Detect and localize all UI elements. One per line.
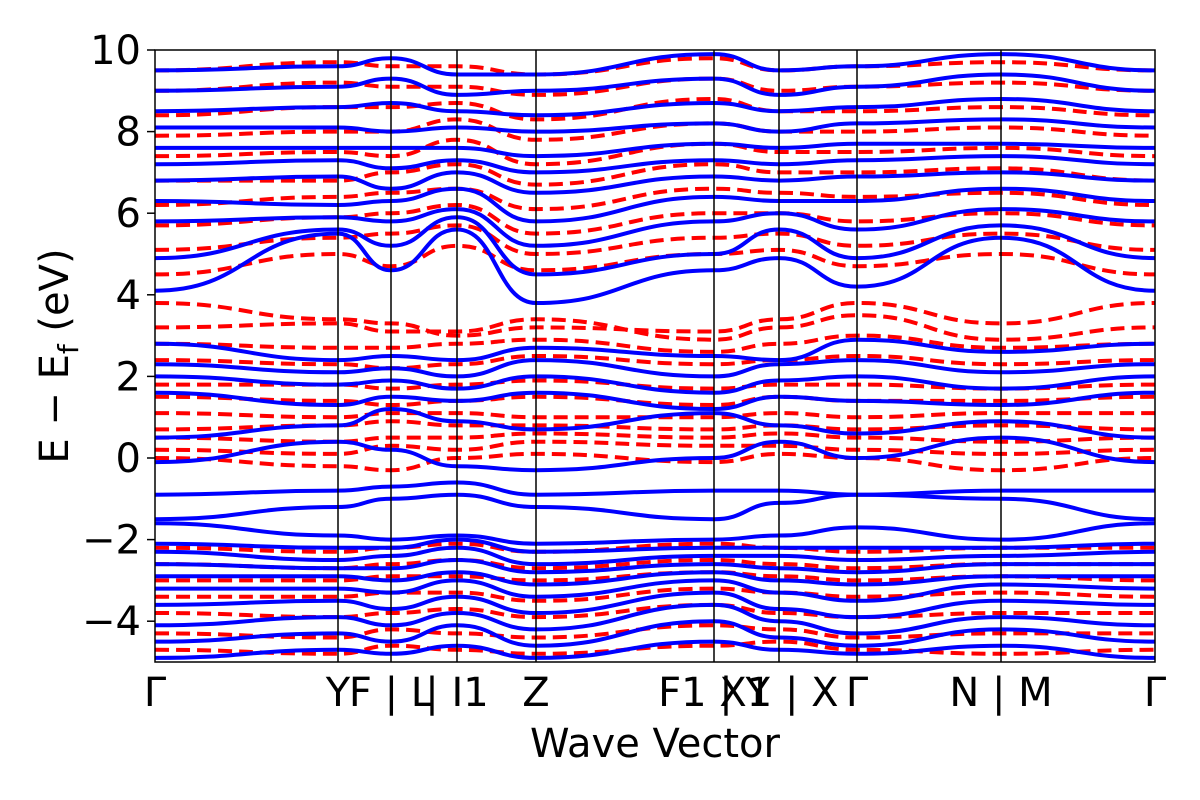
high-symmetry-lines <box>337 50 1002 662</box>
spin-up-band <box>155 435 1155 473</box>
y-tick-label: 8 <box>116 110 141 156</box>
spin-up-band <box>155 170 1155 195</box>
x-tick-label: Y <box>325 670 351 716</box>
x-axis-title: Wave Vector <box>530 721 781 767</box>
y-tick-label: −2 <box>82 518 141 564</box>
spin-down-band <box>155 186 1155 212</box>
spin-up-band <box>155 545 1155 567</box>
spin-up-bands <box>155 52 1155 660</box>
y-tick-label: 6 <box>116 191 141 237</box>
spin-up-band <box>155 390 1155 412</box>
y-tick-label: 2 <box>116 354 141 400</box>
x-tick-label: Γ <box>846 670 869 716</box>
spin-up-band <box>155 619 1155 648</box>
spin-up-band <box>155 480 1155 497</box>
spin-up-band <box>155 207 1155 248</box>
plot-frame <box>154 49 1156 663</box>
spin-down-band <box>155 117 1155 142</box>
spin-up-band <box>155 570 1155 587</box>
spin-up-band <box>155 186 1155 224</box>
spin-down-band <box>155 353 1155 371</box>
spin-down-band <box>155 439 1155 456</box>
spin-down-band <box>155 300 1155 338</box>
x-tick-label: F1 | Y <box>658 670 770 716</box>
spin-up-band <box>155 154 1155 175</box>
spin-up-band <box>155 117 1155 134</box>
spin-down-band <box>155 333 1155 354</box>
spin-down-band <box>155 419 1155 432</box>
y-tick-label: 10 <box>90 28 141 74</box>
spin-down-band <box>155 313 1155 342</box>
x-tick-label: N | M <box>949 670 1052 716</box>
spin-down-bands <box>155 56 1155 656</box>
x-tick-label: Z <box>522 670 549 716</box>
spin-up-band <box>155 374 1155 395</box>
spin-up-band <box>155 521 1155 546</box>
spin-up-band <box>155 358 1155 379</box>
y-axis-ticks: −4 −2 0 2 4 6 8 10 <box>82 28 155 645</box>
spin-up-band <box>155 602 1155 636</box>
x-tick-label: X1 | X <box>719 670 838 716</box>
y-tick-label: 4 <box>116 273 141 319</box>
spin-up-band <box>155 337 1155 363</box>
x-tick-label: F | L <box>349 670 434 716</box>
y-tick-label: 0 <box>116 436 141 482</box>
y-axis-title-main: E − E <box>32 354 78 464</box>
spin-up-band <box>155 492 1155 522</box>
x-tick-label: | I1 <box>425 670 488 716</box>
spin-up-band <box>155 590 1155 620</box>
spin-up-band <box>155 141 1155 159</box>
spin-up-band <box>155 406 1155 440</box>
spin-up-band <box>155 72 1155 97</box>
y-axis-title-sub: f <box>52 343 85 354</box>
x-tick-label: Γ <box>1144 670 1167 716</box>
spin-up-band <box>155 215 1155 277</box>
spin-up-band <box>155 639 1155 660</box>
spin-down-band <box>155 137 1155 167</box>
y-axis-title-unit: (eV) <box>32 248 78 344</box>
spin-up-band <box>155 96 1155 118</box>
spin-up-band <box>155 557 1155 575</box>
spin-up-band <box>155 227 1155 306</box>
y-tick-label: −4 <box>82 599 141 645</box>
spin-down-band <box>155 602 1155 620</box>
spin-up-band <box>155 578 1155 603</box>
spin-up-band <box>155 537 1155 554</box>
y-axis-title: E − Ef (eV) <box>32 248 85 463</box>
spin-up-band <box>155 52 1155 77</box>
x-tick-label: Γ <box>144 670 167 716</box>
spin-down-band <box>155 586 1155 603</box>
svg-text:E − Ef (eV): E − Ef (eV) <box>32 248 85 463</box>
